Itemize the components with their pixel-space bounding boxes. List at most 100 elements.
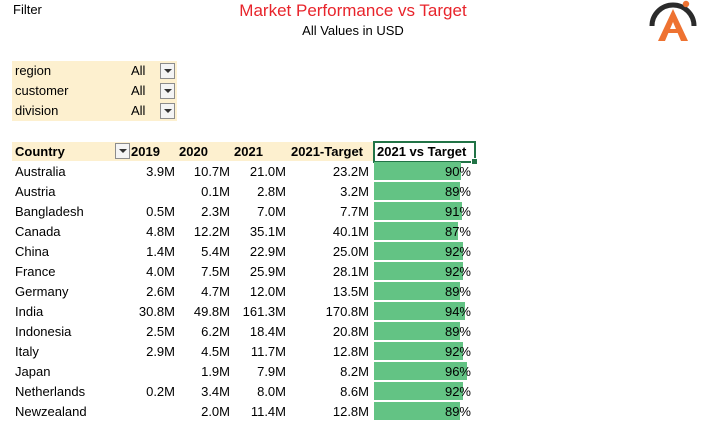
value-2021-cell: 18.4M bbox=[249, 324, 286, 339]
pct-cell: 94% bbox=[444, 304, 471, 319]
progress-fill bbox=[374, 402, 460, 420]
progress-fill bbox=[374, 362, 467, 380]
value-2021-cell: 11.7M bbox=[250, 344, 286, 359]
target-cell: 25.0M bbox=[332, 244, 369, 259]
pct-cell: 96% bbox=[444, 364, 471, 379]
pct-cell: 89% bbox=[444, 404, 471, 419]
chevron-down-icon[interactable] bbox=[160, 83, 175, 99]
value-2020-cell: 10.7M bbox=[193, 164, 230, 179]
country-cell: Canada bbox=[15, 224, 61, 239]
slicer-division[interactable]: division All bbox=[12, 101, 177, 121]
col-header-2021: 2021 bbox=[234, 144, 263, 159]
country-cell: Netherlands bbox=[15, 384, 86, 399]
slicer-customer[interactable]: customer All bbox=[12, 81, 177, 101]
value-2021-cell: 7.9M bbox=[257, 364, 286, 379]
progress-bar: 87% bbox=[374, 222, 471, 240]
selected-cell[interactable]: 2021 vs Target bbox=[373, 141, 476, 163]
progress-bar: 96% bbox=[374, 362, 471, 380]
pct-cell: 87% bbox=[444, 224, 471, 239]
value-2019-cell: 30.8M bbox=[138, 304, 175, 319]
slicer-label: region bbox=[15, 63, 52, 78]
country-cell: Newzealand bbox=[15, 404, 87, 419]
target-cell: 23.2M bbox=[332, 164, 369, 179]
col-header-2020: 2020 bbox=[179, 144, 208, 159]
value-2020-cell: 2.3M bbox=[201, 204, 230, 219]
col-header-2019: 2019 bbox=[131, 144, 160, 159]
progress-bar: 92% bbox=[374, 262, 471, 280]
pct-cell: 92% bbox=[444, 244, 471, 259]
table-row[interactable]: Canada 4.8M 12.2M 35.1M 40.1M 87% bbox=[12, 221, 476, 241]
pct-cell: 91% bbox=[444, 204, 471, 219]
progress-fill bbox=[374, 342, 463, 360]
target-cell: 20.8M bbox=[332, 324, 369, 339]
value-2020-cell: 3.4M bbox=[201, 384, 230, 399]
table-row[interactable]: France 4.0M 7.5M 25.9M 28.1M 92% bbox=[12, 261, 476, 281]
value-2019-cell: 2.9M bbox=[146, 344, 175, 359]
table-header: Country 2019 2020 2021 2021-Target 2021 … bbox=[12, 141, 478, 165]
col-header-2021-target: 2021-Target bbox=[291, 144, 364, 159]
value-2020-cell: 1.9M bbox=[201, 364, 230, 379]
table-row[interactable]: Japan 1.9M 7.9M 8.2M 96% bbox=[12, 361, 476, 381]
value-2021-cell: 11.4M bbox=[250, 404, 286, 419]
value-2020-cell: 12.2M bbox=[193, 224, 230, 239]
target-cell: 13.5M bbox=[332, 284, 369, 299]
pct-cell: 92% bbox=[444, 344, 471, 359]
progress-bar: 92% bbox=[374, 382, 471, 400]
value-2019-cell: 4.0M bbox=[146, 264, 175, 279]
slicer-value: All bbox=[131, 83, 146, 98]
value-2021-cell: 8.0M bbox=[257, 384, 286, 399]
slicer-value: All bbox=[131, 103, 146, 118]
country-cell: India bbox=[15, 304, 44, 319]
table-row[interactable]: China 1.4M 5.4M 22.9M 25.0M 92% bbox=[12, 241, 476, 261]
report-title-block: Market Performance vs Target All Values … bbox=[0, 0, 702, 40]
table-row[interactable]: Italy 2.9M 4.5M 11.7M 12.8M 92% bbox=[12, 341, 476, 361]
pct-cell: 89% bbox=[444, 324, 471, 339]
table-row[interactable]: Austria 0.1M 2.8M 3.2M 89% bbox=[12, 181, 476, 201]
target-cell: 3.2M bbox=[340, 184, 369, 199]
progress-bar: 89% bbox=[374, 282, 471, 300]
country-cell: Japan bbox=[15, 364, 51, 379]
country-cell: Italy bbox=[15, 344, 39, 359]
table-row[interactable]: Germany 2.6M 4.7M 12.0M 13.5M 89% bbox=[12, 281, 476, 301]
value-2021-cell: 161.3M bbox=[242, 304, 286, 319]
progress-bar: 89% bbox=[374, 322, 471, 340]
table-row[interactable]: India 30.8M 49.8M 161.3M 170.8M 94% bbox=[12, 301, 476, 321]
chevron-down-icon[interactable] bbox=[115, 143, 130, 159]
col-header-country: Country bbox=[15, 144, 65, 159]
slicer-label: customer bbox=[15, 83, 69, 98]
progress-fill bbox=[374, 322, 460, 340]
progress-fill bbox=[374, 182, 460, 200]
chevron-down-icon[interactable] bbox=[160, 63, 175, 79]
target-cell: 12.8M bbox=[332, 344, 369, 359]
table-row[interactable]: Indonesia 2.5M 6.2M 18.4M 20.8M 89% bbox=[12, 321, 476, 341]
chevron-down-icon[interactable] bbox=[160, 103, 175, 119]
progress-fill bbox=[374, 162, 461, 180]
value-2020-cell: 2.0M bbox=[201, 404, 230, 419]
report-title: Market Performance vs Target bbox=[239, 1, 467, 20]
table-row[interactable]: Australia 3.9M 10.7M 21.0M 23.2M 90% bbox=[12, 161, 476, 181]
value-2019-cell: 4.8M bbox=[146, 224, 175, 239]
logo-icon bbox=[648, 0, 698, 44]
progress-fill bbox=[374, 282, 460, 300]
pct-cell: 92% bbox=[444, 264, 471, 279]
value-2021-cell: 22.9M bbox=[249, 244, 286, 259]
report-subtitle: All Values in USD bbox=[302, 23, 404, 38]
slicer-region[interactable]: region All bbox=[12, 61, 177, 81]
country-cell: Germany bbox=[15, 284, 69, 299]
progress-bar: 92% bbox=[374, 342, 471, 360]
progress-fill bbox=[374, 202, 462, 220]
fill-handle[interactable] bbox=[471, 158, 478, 165]
table-row[interactable]: Bangladesh 0.5M 2.3M 7.0M 7.7M 91% bbox=[12, 201, 476, 221]
value-2020-cell: 5.4M bbox=[201, 244, 230, 259]
country-cell: Bangladesh bbox=[15, 204, 84, 219]
value-2020-cell: 49.8M bbox=[193, 304, 230, 319]
value-2020-cell: 6.2M bbox=[201, 324, 230, 339]
value-2019-cell: 0.5M bbox=[146, 204, 175, 219]
filter-label: Filter bbox=[13, 2, 42, 17]
value-2021-cell: 2.8M bbox=[257, 184, 286, 199]
country-cell: France bbox=[15, 264, 56, 279]
progress-bar: 92% bbox=[374, 242, 471, 260]
table-row[interactable]: Netherlands 0.2M 3.4M 8.0M 8.6M 92% bbox=[12, 381, 476, 401]
table-row[interactable]: Newzealand 2.0M 11.4M 12.8M 89% bbox=[12, 401, 476, 421]
pct-cell: 89% bbox=[444, 184, 471, 199]
